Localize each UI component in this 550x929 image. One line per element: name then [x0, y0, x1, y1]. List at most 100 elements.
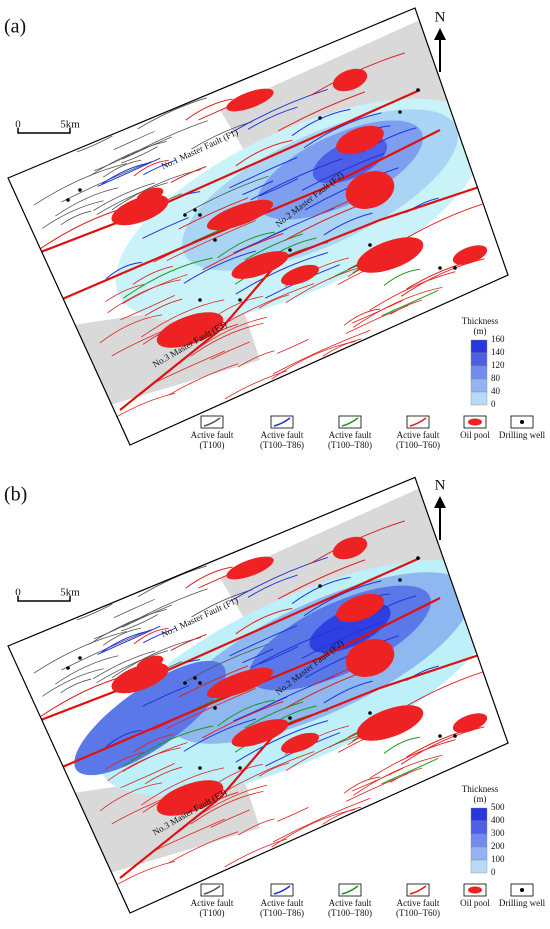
fault-line — [170, 634, 207, 651]
fault-line — [178, 665, 249, 698]
fault-line — [271, 341, 356, 380]
legend-box — [338, 883, 362, 897]
fault-line — [411, 357, 457, 379]
fault-line — [107, 747, 181, 781]
oil-pool — [136, 655, 164, 671]
legend-fault — [273, 417, 291, 427]
fault-line — [133, 159, 169, 177]
drilling-well — [193, 208, 197, 212]
fault-line — [105, 751, 145, 771]
legend-oil — [468, 886, 482, 894]
thickness-unit: (m) — [474, 794, 487, 804]
oil-pool — [226, 88, 274, 112]
thickness-swatch — [470, 820, 488, 835]
scale-bar — [17, 128, 71, 134]
fault-line — [202, 233, 284, 271]
fault-line — [124, 588, 208, 627]
fault-line — [141, 767, 225, 806]
oil-pool — [336, 593, 384, 623]
legend-sub: (T100–T86) — [260, 908, 304, 918]
legend-sub: (T100–T80) — [328, 908, 372, 918]
fault-line — [101, 630, 149, 653]
fault-line — [94, 154, 130, 172]
fault-line — [42, 200, 104, 229]
fault-line — [101, 162, 149, 185]
fault-line — [381, 757, 439, 785]
fault-line — [76, 135, 113, 153]
fault-line — [88, 77, 138, 101]
fault-line — [144, 298, 183, 317]
thickness-tick: 40 — [491, 386, 501, 396]
scale-zero: 0 — [15, 587, 21, 599]
fault-line — [258, 762, 290, 777]
oil-pool — [231, 719, 289, 747]
fault-line — [191, 121, 253, 150]
drilling-well — [66, 666, 70, 670]
fault-line — [105, 283, 145, 303]
fault-line — [76, 603, 113, 621]
thickness-swatch — [470, 833, 488, 848]
thickness-tick: 0 — [491, 399, 496, 409]
oil-pool — [231, 251, 289, 279]
legend-label: Drilling well — [499, 898, 546, 908]
north-label: N — [435, 9, 446, 25]
fault-line — [244, 233, 304, 261]
oil-pool — [156, 312, 224, 348]
legend-label: Drilling well — [499, 430, 546, 440]
oil-pool — [345, 171, 395, 209]
fault-line — [353, 287, 443, 328]
legend-box — [510, 883, 534, 897]
oil-pool — [452, 713, 488, 733]
fault-line — [247, 106, 298, 130]
fault-line — [279, 379, 341, 408]
legend-box — [463, 415, 487, 429]
legend-label: Active fault — [397, 898, 440, 908]
fault-line — [237, 350, 275, 368]
legend-label: Active fault — [261, 898, 304, 908]
fault-line — [121, 146, 158, 164]
fault-line — [141, 299, 225, 338]
legend-sub: (T100–T80) — [328, 440, 372, 450]
fault-line — [244, 701, 304, 729]
legend-well — [520, 888, 524, 892]
fault-line — [99, 782, 163, 812]
oil-pool — [356, 705, 424, 741]
drilling-well — [438, 266, 442, 270]
thickness-tick: 500 — [491, 802, 505, 812]
fault-line — [41, 566, 78, 583]
thickness-tick: 120 — [491, 360, 505, 370]
fault-line — [120, 295, 175, 321]
north-label: N — [435, 477, 446, 493]
legend-fault — [203, 417, 221, 427]
drilling-well — [66, 198, 70, 202]
fault-line — [102, 627, 142, 646]
thickness-swatch — [470, 352, 488, 367]
fault-line — [303, 112, 382, 149]
thickness-swatch — [470, 807, 488, 822]
fault-line — [96, 650, 168, 684]
fault-line — [122, 274, 188, 304]
legend-box — [270, 415, 294, 429]
fault-line — [120, 763, 175, 789]
fault-line — [113, 598, 155, 619]
fault-line — [389, 767, 423, 783]
fault-line — [343, 776, 381, 794]
fault-line — [176, 517, 255, 554]
fault-line — [144, 766, 183, 785]
fault-line — [277, 339, 309, 354]
fault-line — [93, 182, 156, 211]
drilling-well — [198, 298, 202, 302]
fault-line — [278, 91, 366, 132]
fault-line — [277, 807, 309, 822]
fault-line — [279, 847, 341, 876]
fault-line — [242, 648, 274, 664]
fault-line — [303, 580, 382, 617]
drilling-well — [238, 298, 242, 302]
fault-line — [33, 163, 127, 206]
panel-label: (a) — [4, 16, 26, 38]
fault-line — [190, 791, 264, 825]
legend-box — [406, 415, 430, 429]
fault-line — [93, 650, 156, 679]
